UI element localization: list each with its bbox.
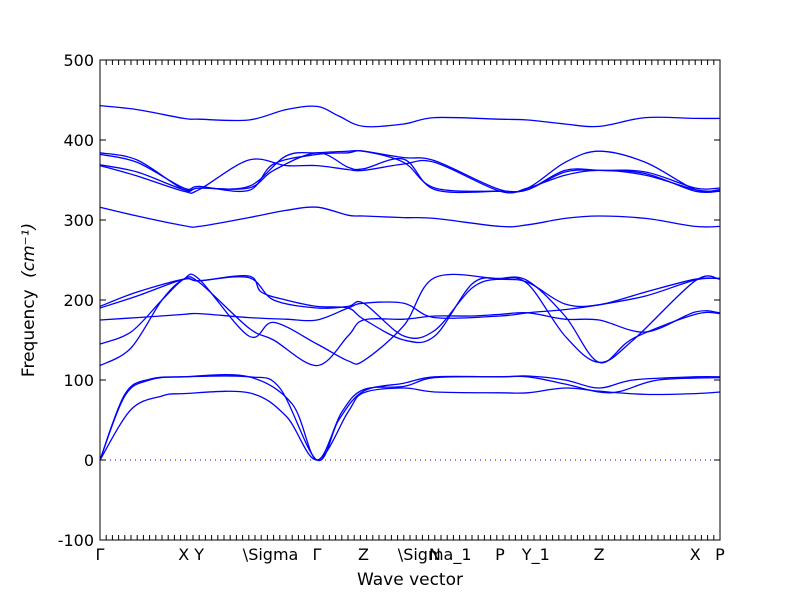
phonon-band-2	[99, 374, 721, 461]
x-tick-label: Y_1	[521, 545, 550, 565]
x-tick-label: N	[429, 545, 441, 564]
x-tick-label: \Sigma	[243, 545, 299, 564]
plot-frame	[99, 59, 721, 541]
phonon-band-8	[99, 274, 721, 364]
x-tick-label: Γ	[96, 545, 105, 564]
phonon-band-1	[99, 387, 721, 461]
y-axis-label: Frequency (cm⁻¹)	[19, 223, 39, 377]
phonon-band-13	[99, 152, 721, 194]
y-tick-label: -100	[58, 531, 94, 550]
y-tick-label: 300	[63, 211, 94, 230]
x-tick-label: Z	[594, 545, 605, 564]
x-axis-label: Wave vector	[357, 570, 463, 590]
x-tick-label: Z	[358, 545, 369, 564]
y-tick-label: 500	[63, 51, 94, 70]
phonon-band-14	[99, 104, 721, 128]
y-tick-label: 200	[63, 291, 94, 310]
phonon-band-6	[99, 277, 721, 322]
x-tick-label: \Sigma_1	[398, 545, 472, 565]
x-tick-label: Γ	[313, 545, 322, 564]
y-tick-label: 0	[84, 451, 94, 470]
x-tick-label: X	[690, 545, 701, 564]
x-tick-label: P	[715, 545, 725, 564]
x-tick-label: P	[495, 545, 505, 564]
y-tick-label: 400	[63, 131, 94, 150]
x-tick-label: Y	[193, 545, 204, 564]
y-axis-label-unit: (cm⁻¹)	[19, 223, 39, 278]
phonon-band-3	[99, 375, 721, 461]
x-tick-label: X	[178, 545, 189, 564]
band-lines	[99, 104, 721, 461]
y-tick-label: 100	[63, 371, 94, 390]
phonon-band-4	[99, 276, 721, 367]
y-axis-label-text: Frequency	[19, 289, 39, 377]
phonon-band-9	[99, 206, 721, 228]
